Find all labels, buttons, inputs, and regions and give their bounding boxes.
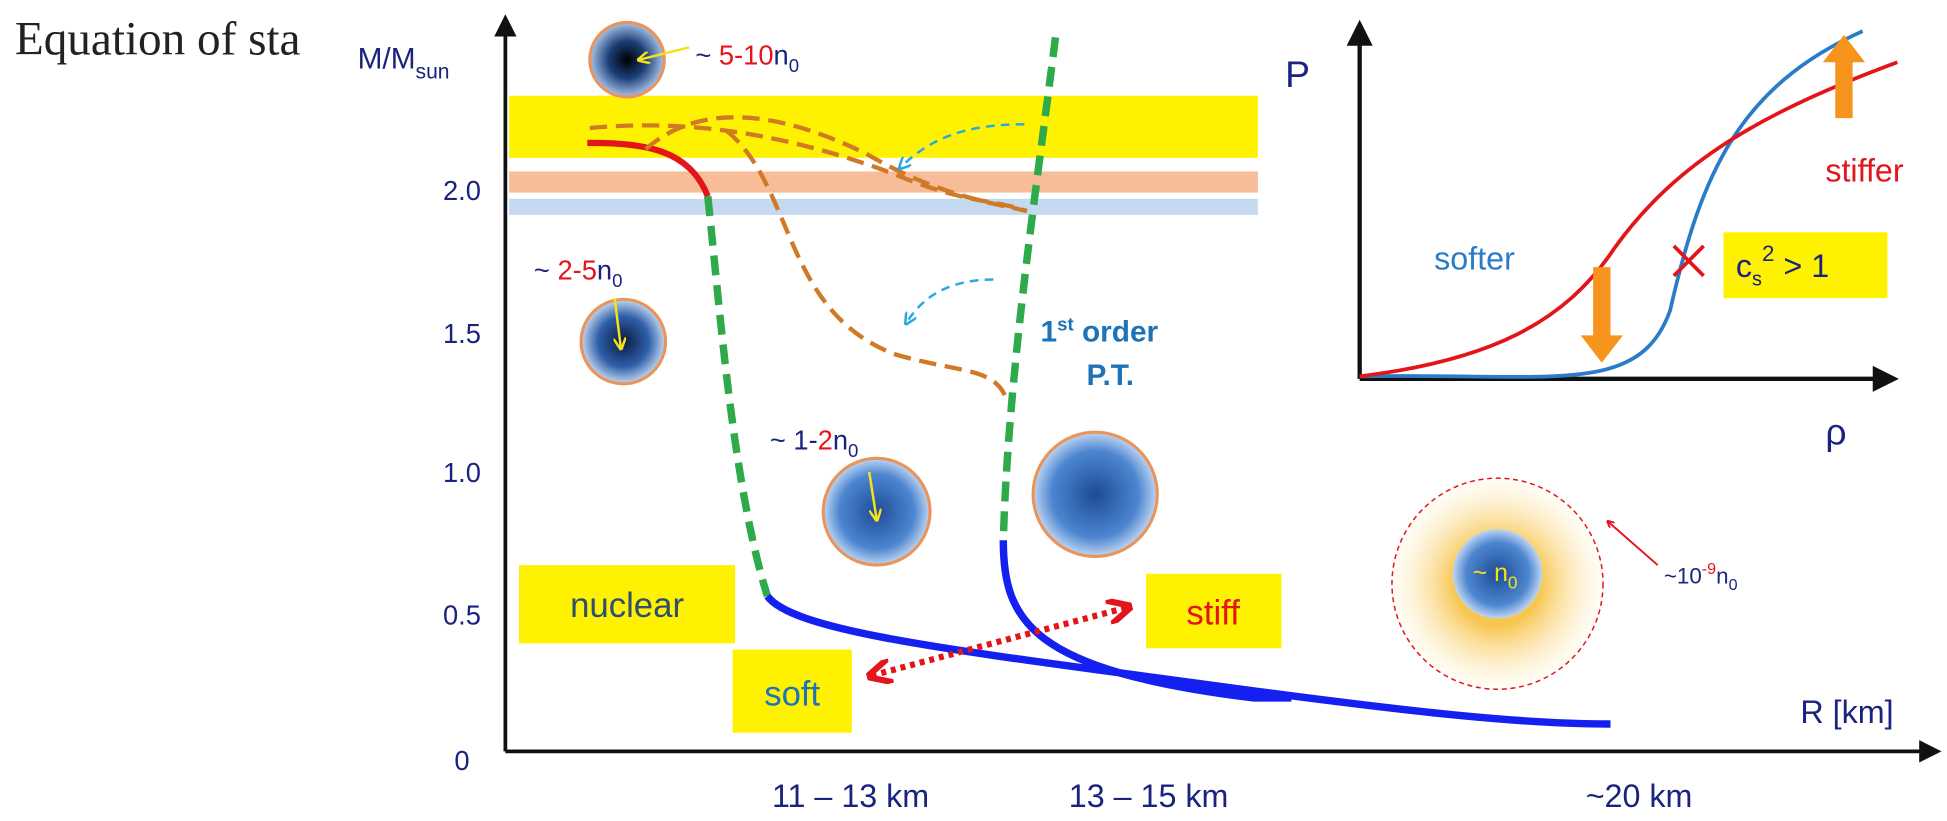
star [1033,432,1157,556]
text: order [1074,316,1159,349]
y-tick-label: 1.5 [443,318,481,349]
x-range-label: ~20 km [1586,778,1693,814]
text: -9 [1702,560,1716,578]
y-label-main: M/M [358,42,416,75]
arrow [906,279,993,322]
text: 0 [1508,573,1518,593]
density-label: ~ 2-5n0 [534,254,623,290]
band [509,171,1258,192]
text: ~10 [1664,564,1702,589]
text: 2 [818,425,833,456]
inset-label: stiffer [1825,152,1904,188]
text: ~ [1473,560,1494,587]
x-range-label: 13 – 15 km [1069,778,1229,814]
text: ~ 1- [770,425,818,456]
box-label: nuclear [570,587,684,625]
inset-curve-softer [1360,31,1863,377]
text: s [1752,269,1762,291]
text: ~ [534,254,558,285]
x-axis-label: R [km] [1800,694,1893,730]
x-range-label: 11 – 13 km [772,778,929,814]
inset-y-label: P [1285,53,1310,95]
diagram: Equation of sta M/Msun 0 0.5 1.0 1.5 2.0… [0,0,1947,821]
star [590,22,665,97]
arrow [1608,522,1658,565]
y-tick-label: 1.0 [443,457,481,488]
curve-hybrid [726,130,1005,397]
title: Equation of sta [15,14,301,66]
pt-label: P.T. [1086,359,1134,392]
y-tick-label: 0 [454,745,469,776]
text: 5-10 [719,40,774,71]
inset-curve-stiffer [1360,62,1898,376]
inset-x-label: ρ [1825,411,1846,453]
text: > 1 [1774,248,1829,284]
density-label: ~ 1-2n0 [770,425,859,461]
text: n [1494,560,1508,587]
text: 2-5 [557,254,596,285]
curve-soft-dashed [708,196,768,596]
pt-label: 1st order [1041,313,1159,348]
y-label-sub: sun [416,60,450,83]
text: c [1736,248,1752,284]
page: {"title": "Equation of sta", "main_axes"… [0,0,1947,821]
text: st [1057,313,1074,334]
text: 2 [1762,241,1774,266]
text: 0 [1729,576,1738,594]
star [581,299,665,383]
text: ~ [695,40,719,71]
density-label: ~10-9n0 [1664,560,1738,594]
cross [1674,246,1704,276]
box-label: soft [764,675,820,713]
causality-label: cs2 > 1 [1736,241,1829,291]
text: n [833,425,848,456]
text: n [1716,564,1728,589]
y-tick-label: 2.0 [443,175,481,206]
text: 0 [789,55,799,76]
box-label: stiff [1186,595,1240,633]
text: 0 [848,440,858,461]
band [509,199,1258,215]
text: n [774,40,789,71]
inset-label: softer [1434,241,1515,277]
text: 1 [1041,316,1058,349]
y-tick-label: 0.5 [443,600,481,631]
density-label: ~ 5-10n0 [695,40,799,76]
text: 0 [612,270,622,291]
text: n [597,254,612,285]
